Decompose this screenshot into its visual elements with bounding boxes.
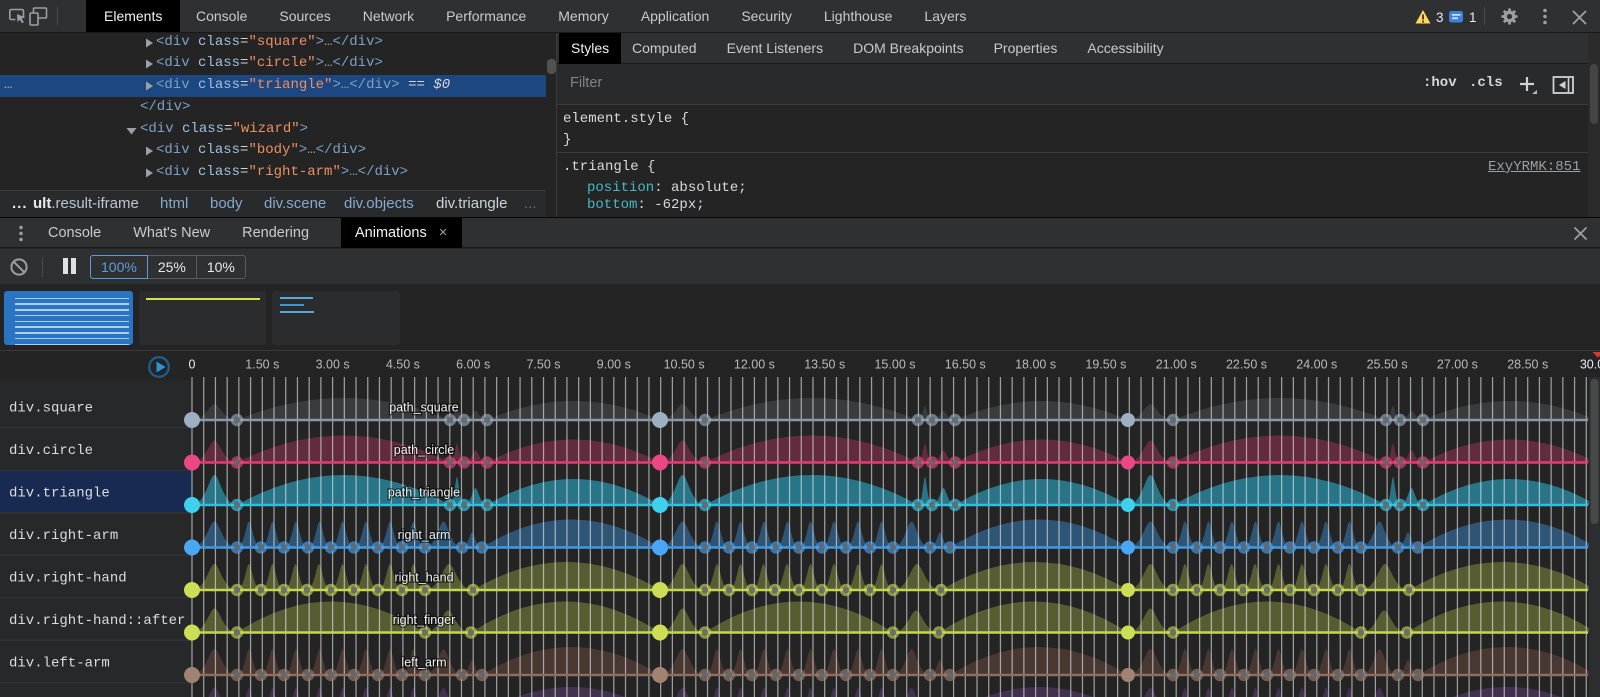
svg-text:4.50 s: 4.50 s <box>386 358 420 372</box>
svg-text:16.50 s: 16.50 s <box>945 358 986 372</box>
svg-text:right_hand: right_hand <box>394 571 453 585</box>
svg-text:1.50 s: 1.50 s <box>245 358 279 372</box>
svg-text:3: 3 <box>1436 10 1444 25</box>
svg-text:div.right-arm: div.right-arm <box>9 528 118 544</box>
svg-text:19.50 s: 19.50 s <box>1085 358 1126 372</box>
svg-text:path_circle: path_circle <box>394 443 454 457</box>
svg-text:path_triangle: path_triangle <box>388 486 460 500</box>
svg-text:7.50 s: 7.50 s <box>526 358 560 372</box>
svg-text:div.right-hand: div.right-hand <box>9 571 127 587</box>
svg-text:18.00 s: 18.00 s <box>1015 358 1056 372</box>
svg-text:div.left-arm: div.left-arm <box>9 656 110 672</box>
svg-text:10.50 s: 10.50 s <box>664 358 705 372</box>
svg-text:13.50 s: 13.50 s <box>804 358 845 372</box>
svg-text:12.00 s: 12.00 s <box>734 358 775 372</box>
svg-text:6.00 s: 6.00 s <box>456 358 490 372</box>
svg-text:path_square: path_square <box>389 401 459 415</box>
svg-text:27.00 s: 27.00 s <box>1437 358 1478 372</box>
svg-text:left_arm: left_arm <box>401 656 446 670</box>
svg-text:1: 1 <box>1469 10 1477 25</box>
svg-text:30.0: 30.0 <box>1580 358 1600 372</box>
svg-text:div.triangle: div.triangle <box>9 486 110 502</box>
svg-text:9.00 s: 9.00 s <box>597 358 631 372</box>
svg-text:28.50 s: 28.50 s <box>1507 358 1548 372</box>
svg-text:div.square: div.square <box>9 401 93 417</box>
svg-text:22.50 s: 22.50 s <box>1226 358 1267 372</box>
svg-text:3.00 s: 3.00 s <box>316 358 350 372</box>
svg-text:25.50 s: 25.50 s <box>1367 358 1408 372</box>
svg-text:0: 0 <box>189 358 196 372</box>
svg-text:24.00 s: 24.00 s <box>1296 358 1337 372</box>
svg-text:right_finger: right_finger <box>393 613 456 627</box>
svg-text:div.right-hand::after: div.right-hand::after <box>9 613 185 629</box>
svg-text:div.circle: div.circle <box>9 443 93 459</box>
svg-text:15.00 s: 15.00 s <box>874 358 915 372</box>
svg-text:21.00 s: 21.00 s <box>1156 358 1197 372</box>
svg-text:right_arm: right_arm <box>398 528 451 542</box>
